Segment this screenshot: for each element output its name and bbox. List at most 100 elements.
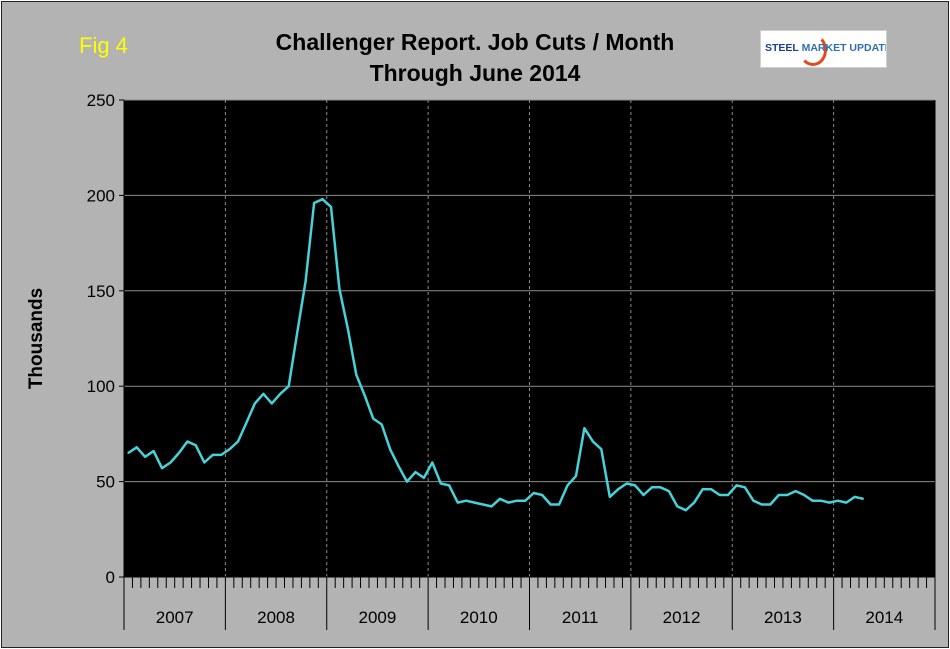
data-point <box>735 484 738 487</box>
x-year-label: 2014 <box>865 608 903 627</box>
data-point <box>178 452 180 454</box>
y-tick-label: 200 <box>87 186 115 205</box>
data-point <box>169 461 172 464</box>
data-point <box>389 448 391 451</box>
data-point <box>287 385 290 388</box>
data-point <box>304 280 307 283</box>
data-point <box>194 444 197 447</box>
data-point <box>634 484 636 487</box>
data-point <box>617 488 620 491</box>
data-point <box>347 328 349 330</box>
data-point <box>820 499 822 502</box>
data-point <box>211 454 214 456</box>
logo-text-steel: STEEL <box>765 42 799 54</box>
data-point <box>237 440 239 443</box>
data-point <box>144 455 147 458</box>
data-point <box>600 448 603 451</box>
data-point <box>862 497 865 500</box>
data-point <box>338 288 341 290</box>
data-point <box>448 484 451 487</box>
data-point <box>262 392 265 395</box>
data-point <box>752 499 755 502</box>
data-point <box>524 499 527 502</box>
data-point <box>473 501 476 504</box>
data-point <box>423 476 425 479</box>
data-point <box>710 488 712 491</box>
data-point <box>431 461 434 464</box>
data-point <box>161 467 163 470</box>
chart-title-block: Challenger Report. Job Cuts / Month Thro… <box>225 27 725 89</box>
data-point <box>363 394 366 397</box>
chart-subtitle: Through June 2014 <box>369 60 581 86</box>
data-point <box>515 499 518 502</box>
data-point <box>769 503 772 506</box>
data-point <box>693 501 696 504</box>
data-point <box>465 499 467 502</box>
y-axis-label: Thousands <box>26 288 47 389</box>
data-point <box>744 486 746 489</box>
data-point <box>828 501 831 504</box>
data-point <box>270 402 273 405</box>
data-point <box>152 450 155 452</box>
data-point <box>549 503 552 506</box>
data-point <box>482 503 484 506</box>
data-point <box>853 496 856 498</box>
data-point <box>727 494 729 496</box>
data-point <box>575 475 577 477</box>
data-point <box>203 461 206 464</box>
chart-title: Challenger Report. Job Cuts / Month <box>275 29 675 55</box>
data-point <box>676 505 679 508</box>
data-point <box>245 421 248 424</box>
data-point <box>803 494 805 496</box>
x-year-label: 2009 <box>359 608 397 627</box>
data-point <box>397 465 400 468</box>
data-point <box>499 497 501 500</box>
data-point <box>490 505 493 508</box>
data-point <box>186 440 189 443</box>
data-point <box>279 392 282 395</box>
data-point <box>406 480 408 483</box>
data-point <box>372 417 375 420</box>
data-point <box>760 503 763 506</box>
data-point <box>608 496 611 498</box>
data-point <box>659 486 662 489</box>
x-year-label: 2008 <box>257 608 295 627</box>
data-point <box>558 503 560 506</box>
plot-area <box>124 100 935 577</box>
data-point <box>532 492 535 494</box>
data-point <box>592 440 594 443</box>
y-tick-label: 50 <box>96 473 115 492</box>
data-point <box>330 205 332 208</box>
data-point <box>651 486 653 489</box>
data-point <box>836 499 839 502</box>
data-point <box>135 446 138 449</box>
data-point <box>507 501 510 504</box>
data-point <box>220 454 223 456</box>
x-year-label: 2010 <box>460 608 498 627</box>
data-point <box>845 501 848 504</box>
data-point <box>296 331 299 334</box>
x-year-label: 2011 <box>562 608 599 627</box>
y-tick-label: 150 <box>87 282 115 301</box>
y-tick-label: 0 <box>106 568 115 587</box>
logo-text: STEEL MARKET UPDATE <box>765 42 886 54</box>
data-point <box>313 202 315 204</box>
data-point <box>786 494 789 496</box>
data-point <box>439 482 442 485</box>
data-point <box>684 509 687 512</box>
logo-swoosh-icon <box>799 34 827 66</box>
data-point <box>566 484 569 487</box>
data-point <box>228 448 231 451</box>
data-point <box>414 471 417 473</box>
data-point <box>811 499 814 502</box>
steel-market-update-logo: STEEL MARKET UPDATE <box>760 30 887 68</box>
data-point <box>625 482 628 485</box>
data-point <box>456 501 459 504</box>
x-year-label: 2007 <box>156 608 194 627</box>
data-point <box>668 490 670 492</box>
data-point <box>254 402 256 405</box>
data-point <box>355 373 358 376</box>
data-point <box>642 494 645 496</box>
fig-label: Fig 4 <box>79 33 128 58</box>
